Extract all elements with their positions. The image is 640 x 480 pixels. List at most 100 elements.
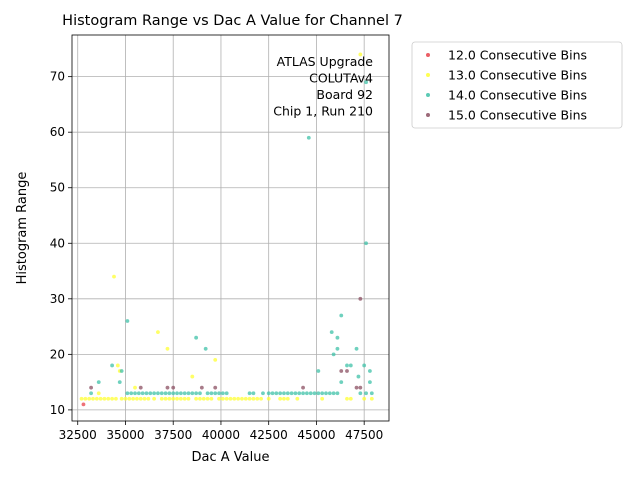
data-point [364,80,368,85]
data-point [144,391,149,396]
legend-marker-15 [426,113,430,117]
data-point [297,391,302,396]
data-point [199,385,204,390]
data-point [348,396,353,401]
data-point [339,369,344,373]
data-point [354,346,359,351]
data-point [182,391,187,396]
data-point [331,352,336,357]
data-point [316,369,321,373]
data-point [224,391,229,396]
data-point [194,396,199,401]
legend: 12.0 Consecutive Bins 13.0 Consecutive B… [411,41,623,129]
data-point [213,385,218,390]
data-point [301,385,305,390]
grid [72,35,389,421]
data-point [110,396,115,401]
data-point [117,380,122,385]
data-point [327,391,332,396]
data-point [148,391,153,396]
data-point [186,396,191,401]
x-tick-label: 40000 [202,428,240,442]
data-point [182,396,187,401]
data-point [156,330,160,335]
data-point [167,391,172,396]
data-point [89,385,93,390]
x-axis-label: Dac A Value [192,450,270,465]
data-point [194,335,199,340]
data-point [345,363,349,368]
data-point [96,380,101,385]
y-tick-label: 50 [50,181,65,195]
data-point [175,396,179,401]
x-tick-label: 35000 [106,428,144,442]
data-point [278,396,283,401]
annotation-line: ATLAS Upgrade [277,54,374,69]
data-point [110,363,115,368]
data-point [186,391,191,396]
data-point [316,391,321,396]
data-point [259,396,263,401]
data-point [203,346,208,351]
data-point [236,396,241,401]
legend-label-15: 15.0 Consecutive Bins [448,108,587,123]
run-annotation: ATLAS Upgrade COLUTAv4 Board 92 Chip 1, … [273,54,373,119]
data-point [304,391,309,396]
data-point [282,391,286,396]
data-point [106,396,111,401]
data-point [320,391,325,396]
data-point [138,385,143,390]
legend-label-13: 13.0 Consecutive Bins [448,68,587,83]
data-point [127,396,132,401]
data-point [247,391,252,396]
data-point [83,396,88,401]
data-point [255,396,260,401]
data-point [205,396,210,401]
data-point [119,369,124,373]
y-axis-label: Histogram Range [15,172,30,285]
legend-label-12: 12.0 Consecutive Bins [448,48,587,63]
data-point [278,391,283,396]
data-point [163,396,168,401]
data-point [335,391,340,396]
legend-marker-14 [426,93,430,97]
data-point [261,391,265,396]
data-point [220,391,225,396]
data-point [339,380,344,385]
data-point [175,391,179,396]
data-point [119,396,124,401]
data-points [79,52,374,407]
data-point [308,391,313,396]
data-point [295,396,300,401]
data-point [165,346,170,351]
data-point [125,319,130,323]
data-point [358,385,363,390]
chart-title: Histogram Range vs Dac A Value for Chann… [62,13,403,29]
data-point [362,396,367,401]
data-point [142,396,147,401]
data-point [354,385,359,390]
data-point [171,396,176,401]
data-point [159,396,164,401]
data-point [198,396,202,401]
data-point [87,396,92,401]
data-point [133,391,137,396]
data-point [138,396,143,401]
data-point [358,52,363,57]
y-tick-label: 70 [50,70,65,84]
data-point [156,391,160,396]
data-point [163,391,168,396]
data-point [243,396,248,401]
data-point [368,369,372,373]
x-tick-label: 37500 [154,428,192,442]
data-point [306,135,311,140]
annotation-line: Chip 1, Run 210 [273,104,373,119]
data-point [369,391,374,396]
data-point [98,396,103,401]
data-point [270,391,275,396]
data-point [285,396,290,401]
data-point [213,391,218,396]
data-point [324,391,328,396]
data-point [135,396,139,401]
